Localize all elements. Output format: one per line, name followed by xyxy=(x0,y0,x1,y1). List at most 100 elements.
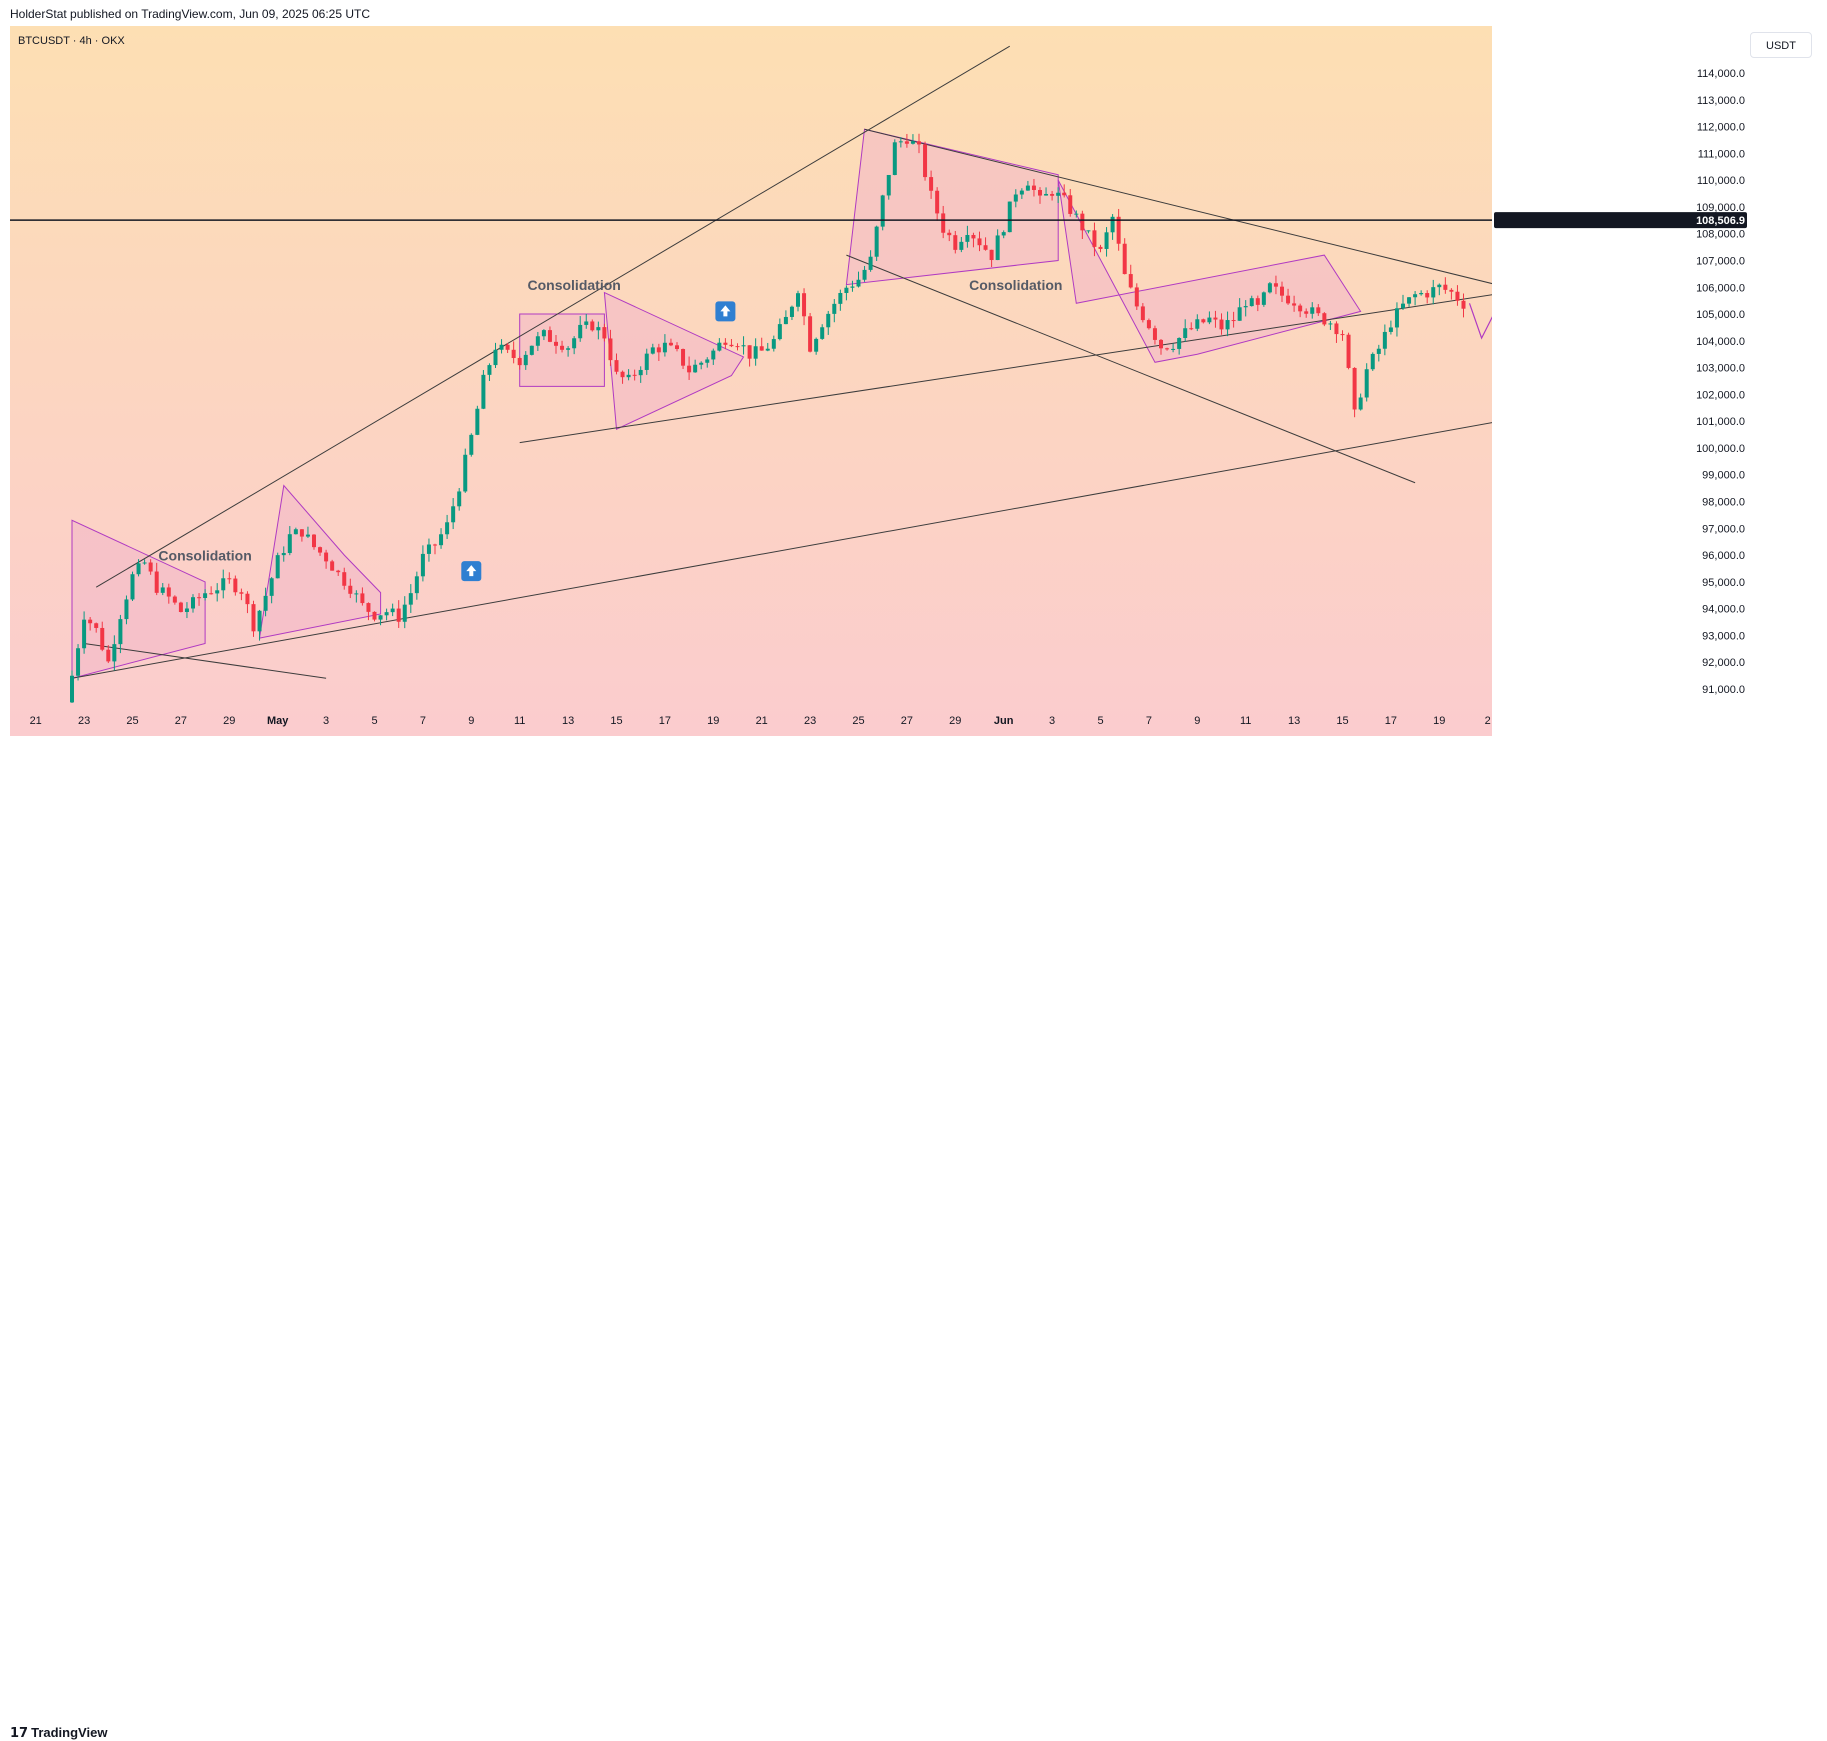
x-tick-label: 17 xyxy=(659,715,671,727)
candle-down xyxy=(614,360,619,372)
candle-up xyxy=(1025,185,1030,191)
y-tick-label: 95,000.0 xyxy=(1702,577,1745,589)
candle-up xyxy=(124,599,129,620)
y-tick-label: 91,000.0 xyxy=(1702,684,1745,696)
tradingview-logo[interactable]: 17 TradingView xyxy=(10,1725,107,1741)
candle-up xyxy=(1310,307,1315,314)
candle-down xyxy=(1038,189,1042,196)
candle-up xyxy=(596,327,601,331)
candle-up xyxy=(76,648,81,676)
candle-down xyxy=(735,346,740,348)
candle-down xyxy=(106,649,111,662)
candle-down xyxy=(1346,334,1351,368)
pattern-shape[interactable] xyxy=(71,519,206,679)
candle-down xyxy=(166,587,171,597)
candle-up xyxy=(572,338,577,349)
candle-up xyxy=(814,338,819,352)
candle-down xyxy=(1159,339,1163,349)
candle-down xyxy=(935,190,940,214)
projection-path[interactable] xyxy=(1468,215,1573,340)
candle-up xyxy=(1177,338,1182,349)
candle-up xyxy=(402,604,407,622)
candle-up xyxy=(1104,232,1109,249)
candle-up xyxy=(384,612,389,616)
candle-down xyxy=(1280,286,1284,296)
candle-up xyxy=(263,595,268,611)
candle-up xyxy=(777,324,782,340)
candle-down xyxy=(747,345,752,359)
y-tick-label: 105,000.0 xyxy=(1696,309,1745,321)
y-tick-label: 109,000.0 xyxy=(1696,202,1745,214)
candle-up xyxy=(1001,232,1006,236)
trend-line[interactable] xyxy=(95,45,1011,588)
x-tick-label: 7 xyxy=(420,715,426,727)
y-tick-label: 112,000.0 xyxy=(1697,122,1745,134)
candle-up xyxy=(487,365,492,375)
candle-down xyxy=(1213,317,1218,320)
candle-up xyxy=(965,234,970,242)
currency-button[interactable]: USDT xyxy=(1750,32,1812,58)
trend-line[interactable] xyxy=(519,290,1524,444)
candle-up xyxy=(959,241,964,250)
top-bar: HolderStat published on TradingView.com,… xyxy=(0,0,1827,26)
candle-up xyxy=(269,578,274,596)
candle-down xyxy=(608,338,613,361)
candle-down xyxy=(681,349,686,366)
candle-down xyxy=(590,321,595,331)
signal-arrow-icon[interactable] xyxy=(461,561,482,582)
pattern-shape[interactable] xyxy=(258,484,382,639)
pattern-shape[interactable] xyxy=(603,291,745,430)
symbol-info[interactable]: BTCUSDT · 4h · OKX xyxy=(18,35,125,47)
candle-up xyxy=(354,593,359,595)
candle-up xyxy=(1388,327,1393,332)
candle-up xyxy=(1225,320,1230,330)
y-tick-label: 96,000.0 xyxy=(1702,550,1745,562)
candle-down xyxy=(953,235,958,250)
x-tick-label: 13 xyxy=(562,715,574,727)
trend-line[interactable] xyxy=(71,416,1530,679)
candle-down xyxy=(1298,305,1303,312)
candle-up xyxy=(130,574,135,600)
candle-up xyxy=(1407,297,1412,304)
candle-up xyxy=(1171,348,1176,350)
candle-down xyxy=(620,371,625,378)
candle-down xyxy=(1080,213,1085,231)
current-price-badge xyxy=(1494,212,1747,229)
trend-line[interactable] xyxy=(846,254,1416,484)
candle-down xyxy=(1152,328,1157,340)
candle-up xyxy=(390,608,395,613)
price-chart[interactable]: Consolidation Consolidation Consolidation 1… xyxy=(10,26,1753,857)
candle-up xyxy=(711,350,716,360)
candle-down xyxy=(372,611,377,620)
candle-down xyxy=(517,358,522,366)
y-tick-label: 101,000.0 xyxy=(1696,416,1745,428)
candle-up xyxy=(191,597,195,609)
candle-down xyxy=(1068,195,1073,214)
signal-arrow-icon[interactable] xyxy=(715,301,736,322)
candle-up xyxy=(420,553,425,577)
candle-down xyxy=(759,346,764,351)
pattern-shape[interactable] xyxy=(845,128,1059,286)
trend-line[interactable] xyxy=(864,128,1518,290)
candle-up xyxy=(1086,230,1091,232)
candle-down xyxy=(1128,274,1133,288)
candle-up xyxy=(995,235,1000,261)
candle-up xyxy=(644,353,649,370)
y-tick-label: 97,000.0 xyxy=(1702,523,1745,535)
candle-up xyxy=(535,336,540,346)
pattern-shape[interactable] xyxy=(1057,179,1362,363)
candle-up xyxy=(566,348,571,350)
candle-down xyxy=(1286,295,1291,304)
candle-down xyxy=(318,547,323,553)
candle-up xyxy=(856,279,861,287)
chart-area[interactable]: Consolidation Consolidation Consolidation 1… xyxy=(10,26,1753,857)
candle-down xyxy=(360,593,365,604)
candle-up xyxy=(439,534,444,546)
trend-line[interactable] xyxy=(84,642,327,679)
candle-up xyxy=(257,610,262,632)
candle-up xyxy=(1413,294,1418,298)
candle-down xyxy=(148,562,153,572)
candle-down xyxy=(668,342,673,346)
candle-up xyxy=(541,330,546,337)
x-tick-label: 21 xyxy=(756,715,768,727)
